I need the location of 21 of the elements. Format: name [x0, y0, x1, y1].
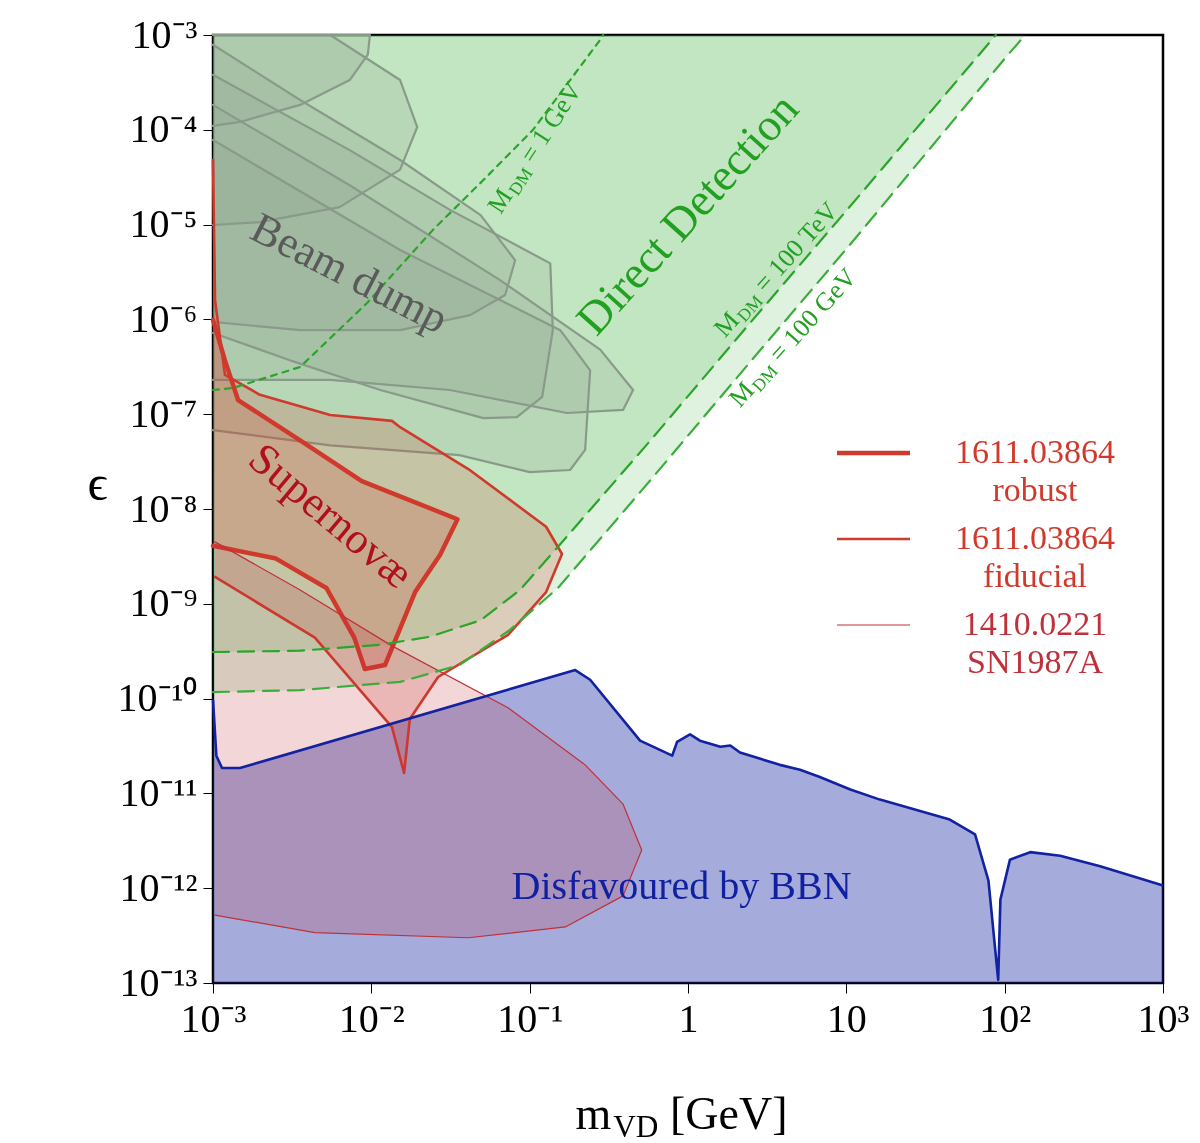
- y-tick-label: 10⁻⁹: [129, 580, 198, 626]
- y-tick-label: 10⁻³: [131, 11, 198, 57]
- legend-label: 1611.03864 robust: [954, 433, 1116, 508]
- annotation: Beam dump: [243, 202, 457, 344]
- x-tick-label: 10²: [979, 995, 1032, 1041]
- x-tick-label: 1: [678, 995, 699, 1041]
- y-tick-label: 10⁻⁷: [129, 390, 198, 436]
- y-tick-label: 10⁻¹¹: [119, 769, 198, 815]
- y-tick-label: 10⁻⁴: [129, 106, 198, 152]
- y-tick-label: 10⁻⁵: [129, 201, 198, 247]
- y-tick-label: 10⁻⁶: [129, 295, 198, 341]
- legend-label: 1410.0221 SN1987A: [962, 605, 1108, 680]
- y-axis-title: ϵ: [87, 454, 108, 511]
- y-tick-label: 10⁻¹²: [119, 864, 198, 910]
- x-tick-label: 10: [826, 995, 867, 1041]
- x-tick-label: 10⁻¹: [497, 995, 564, 1041]
- x-tick-label: 10⁻²: [338, 995, 405, 1041]
- y-tick-label: 10⁻¹⁰: [117, 675, 198, 721]
- x-tick-label: 10³: [1137, 995, 1190, 1041]
- legend-label: 1611.03864 fiducial: [954, 519, 1116, 594]
- y-tick-label: 10⁻⁸: [129, 485, 198, 531]
